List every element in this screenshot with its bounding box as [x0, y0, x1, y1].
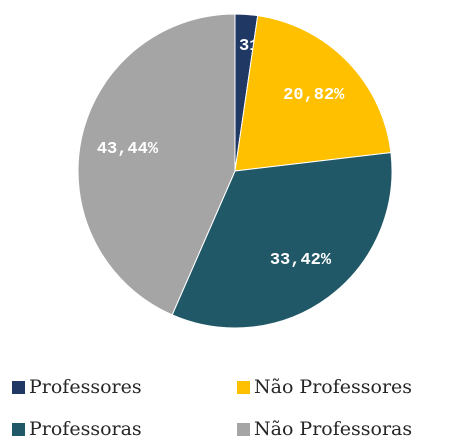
- data-label: 43,44%: [97, 140, 159, 159]
- legend-swatch: [237, 423, 250, 436]
- legend-label: Não Professoras: [254, 418, 412, 440]
- legend-swatch: [12, 423, 25, 436]
- legend-label: Não Professores: [254, 376, 412, 398]
- legend-label: Professoras: [29, 418, 142, 440]
- pie-slice: [171, 152, 393, 329]
- legend-swatch: [12, 381, 25, 394]
- pie-slice: [77, 13, 236, 316]
- data-label: 33,42%: [270, 251, 332, 270]
- legend-label: Professores: [29, 376, 142, 398]
- pie-slice: [234, 15, 392, 172]
- legend-swatch: [237, 381, 250, 394]
- data-label: 20,82%: [283, 86, 345, 105]
